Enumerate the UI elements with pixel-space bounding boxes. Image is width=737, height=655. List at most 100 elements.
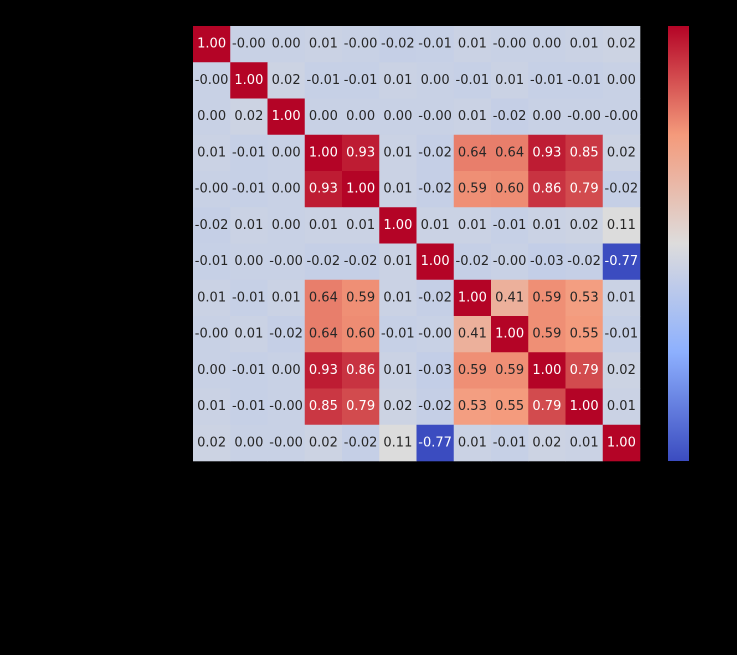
heatmap-cell — [304, 171, 343, 208]
cell-value-label: -0.01 — [493, 218, 527, 233]
cell-value-label: 0.11 — [607, 218, 636, 233]
cell-value-label: 0.02 — [570, 218, 599, 233]
heatmap-cell — [342, 279, 380, 317]
cell-value-label: 0.01 — [458, 109, 487, 124]
cell-value-label: 0.00 — [309, 109, 338, 124]
cell-value-label: 1.00 — [570, 399, 599, 414]
heatmap-cell — [304, 279, 343, 317]
heatmap-cell — [602, 134, 641, 172]
cell-value-label: 0.00 — [532, 37, 561, 52]
heatmap-cell — [416, 98, 455, 136]
cell-value-label: 0.93 — [346, 145, 375, 160]
cell-value-label: 0.79 — [532, 399, 561, 414]
heatmap-cell — [565, 62, 604, 99]
cell-value-label: 0.00 — [421, 73, 450, 88]
cell-value-label: -0.02 — [418, 399, 452, 414]
heatmap-cell — [342, 207, 380, 244]
heatmap-cell — [267, 62, 306, 99]
heatmap-cell — [528, 26, 566, 63]
cell-value-label: 0.02 — [309, 435, 338, 450]
heatmap-cell — [304, 134, 343, 172]
heatmap-cell — [491, 171, 529, 208]
cell-value-label: 0.59 — [346, 290, 375, 305]
heatmap-cell — [193, 26, 231, 63]
heatmap-cell — [491, 26, 529, 63]
heatmap-cell — [602, 98, 641, 136]
cell-value-label: 0.60 — [346, 327, 375, 342]
heatmap-cell — [342, 424, 380, 462]
heatmap-cell — [528, 352, 566, 389]
heatmap-cell — [565, 279, 604, 317]
cell-value-label: 1.00 — [234, 73, 263, 88]
heatmap-cell — [267, 424, 306, 462]
heatmap-cell — [379, 98, 417, 136]
heatmap-cell — [602, 62, 641, 99]
heatmap-cell — [528, 98, 566, 136]
heatmap-cell — [453, 98, 492, 136]
cell-value-label: 1.00 — [197, 37, 226, 52]
cell-value-label: -0.02 — [418, 182, 452, 197]
cell-value-label: 1.00 — [309, 145, 338, 160]
cell-value-label: -0.01 — [530, 73, 564, 88]
heatmap-cell — [267, 134, 306, 172]
cell-value-label: 0.01 — [234, 218, 263, 233]
heatmap-cell — [193, 62, 231, 99]
cell-value-label: 1.00 — [532, 363, 561, 378]
cell-value-label: 0.01 — [383, 145, 412, 160]
heatmap-cell — [602, 352, 641, 389]
heatmap-cell — [230, 243, 268, 281]
heatmap-cell — [528, 279, 566, 317]
cell-value-label: 0.01 — [346, 218, 375, 233]
cell-value-label: -0.00 — [493, 254, 527, 269]
heatmap-cell — [491, 279, 529, 317]
cell-value-label: 0.59 — [532, 290, 561, 305]
heatmap-cell — [379, 388, 417, 426]
heatmap-cell — [267, 352, 306, 389]
heatmap-cell — [528, 243, 566, 281]
heatmap-cell — [565, 424, 604, 462]
heatmap-cell — [453, 26, 492, 63]
heatmap-cell — [565, 134, 604, 172]
heatmap-cell — [528, 171, 566, 208]
cell-value-label: 0.02 — [234, 109, 263, 124]
cell-value-label: -0.02 — [269, 327, 303, 342]
heatmap-cell — [267, 316, 306, 353]
cell-value-label: -0.02 — [344, 435, 378, 450]
heatmap-cell — [602, 171, 641, 208]
cell-value-label: 0.02 — [607, 145, 636, 160]
cell-value-label: -0.01 — [605, 327, 639, 342]
cell-value-label: 0.02 — [197, 435, 226, 450]
cell-value-label: -0.02 — [344, 254, 378, 269]
heatmap-cell — [193, 134, 231, 172]
cell-value-label: -0.02 — [418, 290, 452, 305]
heatmap-cell — [453, 134, 492, 172]
cell-value-label: -0.00 — [195, 182, 229, 197]
heatmap-cell — [602, 26, 641, 63]
cell-value-label: -0.02 — [381, 37, 415, 52]
heatmap-cell — [453, 279, 492, 317]
heatmap-cell — [379, 243, 417, 281]
heatmap-cell — [193, 424, 231, 462]
cell-value-label: -0.00 — [269, 254, 303, 269]
cell-value-label: -0.01 — [307, 73, 341, 88]
cell-value-label: 0.00 — [607, 73, 636, 88]
cell-value-label: 0.01 — [197, 290, 226, 305]
heatmap-cell — [453, 62, 492, 99]
cell-value-label: 0.01 — [495, 73, 524, 88]
heatmap-cell — [304, 424, 343, 462]
cell-value-label: 0.64 — [458, 145, 487, 160]
heatmap-cell — [304, 352, 343, 389]
cell-value-label: 0.60 — [495, 182, 524, 197]
heatmap-cell — [304, 62, 343, 99]
cell-value-label: 0.53 — [570, 290, 599, 305]
cell-value-label: 0.01 — [309, 37, 338, 52]
cell-value-label: -0.77 — [605, 254, 639, 269]
heatmap-cell — [230, 171, 268, 208]
cell-value-label: 0.01 — [383, 254, 412, 269]
cell-value-label: -0.01 — [381, 327, 415, 342]
cell-value-label: 0.79 — [570, 182, 599, 197]
heatmap-cell — [342, 26, 380, 63]
cell-value-label: 0.64 — [309, 290, 338, 305]
cell-value-label: 1.00 — [495, 327, 524, 342]
